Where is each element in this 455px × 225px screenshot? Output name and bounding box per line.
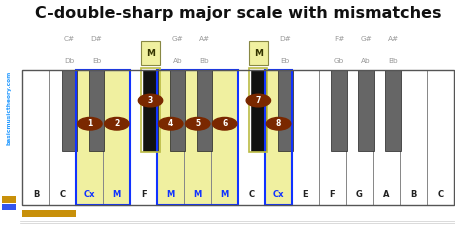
Bar	[142, 70, 158, 151]
Bar	[399, 70, 426, 205]
Text: E: E	[302, 190, 308, 199]
Bar	[184, 70, 211, 205]
Bar	[62, 70, 77, 151]
Bar	[249, 68, 267, 152]
Bar	[211, 70, 238, 205]
Text: Eb: Eb	[280, 58, 289, 64]
Text: 3: 3	[147, 96, 153, 105]
Bar	[264, 70, 291, 205]
Bar	[76, 70, 130, 205]
Bar	[238, 70, 264, 205]
Text: C#: C#	[64, 36, 75, 42]
Text: B: B	[410, 190, 416, 199]
Bar	[22, 70, 453, 205]
Bar	[141, 40, 160, 65]
Circle shape	[266, 117, 290, 130]
Text: Db: Db	[64, 58, 75, 64]
Text: G#: G#	[359, 36, 371, 42]
Text: G: G	[355, 190, 362, 199]
Text: A#: A#	[387, 36, 398, 42]
Text: A#: A#	[198, 36, 210, 42]
Bar	[331, 70, 346, 151]
Text: 6: 6	[222, 119, 227, 128]
Bar	[277, 70, 293, 151]
Bar	[76, 70, 103, 205]
Bar	[89, 70, 104, 151]
Text: 1: 1	[87, 119, 92, 128]
Text: Ab: Ab	[361, 58, 370, 64]
Bar	[384, 70, 400, 151]
Circle shape	[212, 117, 236, 130]
Text: Eb: Eb	[92, 58, 101, 64]
Bar	[103, 70, 130, 205]
Bar	[358, 70, 373, 151]
Bar	[264, 70, 291, 205]
Circle shape	[138, 94, 162, 107]
Text: F: F	[329, 190, 334, 199]
Bar	[318, 70, 345, 205]
Text: Bb: Bb	[388, 58, 397, 64]
Bar	[130, 70, 157, 205]
Text: basicmusictheory.com: basicmusictheory.com	[6, 71, 11, 145]
Text: Cx: Cx	[84, 190, 96, 199]
Bar	[141, 68, 159, 152]
Bar	[345, 70, 372, 205]
Bar	[426, 70, 453, 205]
Text: 8: 8	[275, 119, 281, 128]
Text: M: M	[253, 49, 262, 58]
Bar	[2, 196, 16, 202]
Bar	[196, 70, 212, 151]
Text: D#: D#	[91, 36, 102, 42]
Circle shape	[185, 117, 209, 130]
Text: M: M	[146, 49, 155, 58]
Text: C: C	[248, 190, 254, 199]
Text: A: A	[382, 190, 389, 199]
Text: F: F	[141, 190, 146, 199]
Bar	[22, 70, 49, 205]
Bar	[248, 40, 268, 65]
Circle shape	[77, 117, 102, 130]
Text: M: M	[220, 190, 228, 199]
Bar	[22, 210, 76, 217]
Text: M: M	[193, 190, 202, 199]
Text: B: B	[33, 190, 39, 199]
Text: 2: 2	[114, 119, 119, 128]
Circle shape	[104, 117, 129, 130]
Text: Gb: Gb	[334, 58, 344, 64]
Text: Bb: Bb	[199, 58, 209, 64]
Text: M: M	[112, 190, 121, 199]
Bar	[157, 70, 238, 205]
Bar	[250, 70, 266, 151]
Text: 4: 4	[168, 119, 173, 128]
Bar	[157, 70, 184, 205]
Circle shape	[158, 117, 182, 130]
Text: 5: 5	[195, 119, 200, 128]
Bar	[372, 70, 399, 205]
Bar	[291, 70, 318, 205]
Text: M: M	[166, 190, 174, 199]
Bar	[49, 70, 76, 205]
Text: Cx: Cx	[272, 190, 284, 199]
Bar	[2, 204, 16, 210]
Text: C-double-sharp major scale with mismatches: C-double-sharp major scale with mismatch…	[35, 6, 440, 21]
Text: C: C	[60, 190, 66, 199]
Bar	[169, 70, 185, 151]
Circle shape	[246, 94, 270, 107]
Text: Ab: Ab	[172, 58, 182, 64]
Text: D#: D#	[279, 36, 291, 42]
Text: 7: 7	[255, 96, 260, 105]
Text: G#: G#	[171, 36, 183, 42]
Text: F#: F#	[334, 36, 344, 42]
Text: C: C	[436, 190, 442, 199]
